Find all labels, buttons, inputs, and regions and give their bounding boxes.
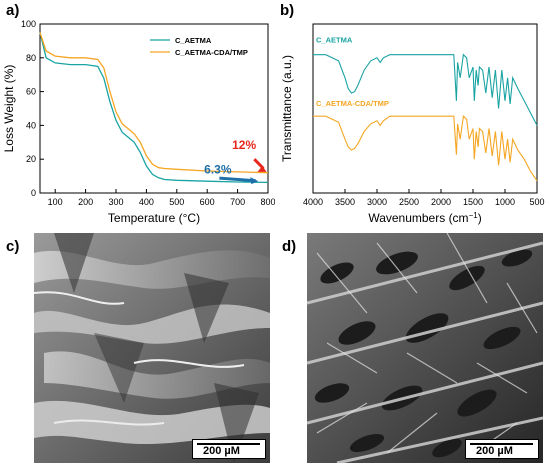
plot-frame: [312, 23, 538, 194]
series-line-1: [313, 53, 538, 126]
panel-label-d: d): [282, 238, 297, 255]
x-axis-label: Wavenumbers (cm−1): [368, 211, 481, 225]
scale-bar-line: [470, 443, 533, 445]
sem-texture-d: [307, 233, 543, 463]
annotation-cda-tmp: 12%: [232, 138, 256, 152]
y-tick-label: 100: [21, 19, 36, 29]
series-label-2: C_AETMA-CDA/TMP: [316, 99, 389, 108]
series-line-1: [39, 32, 269, 184]
y-tick-label: 60: [26, 87, 36, 97]
sem-image-c: 200 µM: [34, 233, 270, 463]
x-tick-label: 500: [529, 197, 544, 207]
annotation-c-aetma: 6.3%: [204, 163, 232, 177]
series-line-2: [313, 115, 538, 182]
sem-image-d: 200 µM: [307, 233, 543, 463]
annotation-arrowhead-cda-tmp: [257, 165, 267, 172]
plot-frame: [39, 23, 269, 194]
x-tick-label: 2500: [399, 197, 419, 207]
x-axis-label: Temperature (°C): [108, 211, 200, 225]
annotation-arrowhead-c-aetma: [250, 177, 259, 185]
y-tick-label: 0: [31, 188, 36, 198]
panel-label-a: a): [6, 2, 20, 19]
x-tick-label: 500: [169, 197, 184, 207]
series-label-1: C_AETMA: [316, 36, 353, 45]
panel-label-c: c): [6, 238, 20, 255]
legend-label-2: C_AETMA-CDA/TMP: [175, 48, 248, 57]
x-tick-label: 800: [260, 197, 275, 207]
x-tick-label: 3000: [367, 197, 387, 207]
x-tick-label: 300: [108, 197, 123, 207]
y-axis-label: Loss Weight (%): [2, 65, 16, 153]
legend-label-1: C_AETMA: [175, 36, 212, 45]
series-line-2: [39, 32, 269, 174]
x-tick-label: 2000: [431, 197, 451, 207]
scale-bar-label: 200 µM: [476, 445, 513, 457]
y-tick-label: 40: [26, 120, 36, 130]
ftir-chart: 4000 3500 3000 2500 2000 1500 1000 500 C_AETMA C_…: [280, 23, 545, 225]
x-tick-label: 4000: [303, 197, 323, 207]
scale-bar-label: 200 µM: [203, 445, 240, 457]
y-axis-label: Transmittance (a.u.): [280, 55, 294, 162]
x-tick-label: 600: [200, 197, 215, 207]
y-tick-label: 80: [26, 53, 36, 63]
x-tick-label: 700: [230, 197, 245, 207]
annotation-arrow-c-aetma: [219, 176, 256, 183]
y-tick-label: 20: [26, 154, 36, 164]
sem-texture-c: [34, 233, 270, 463]
x-tick-label: 1500: [463, 197, 483, 207]
x-tick-label: 200: [78, 197, 93, 207]
scale-bar-line: [197, 443, 260, 445]
panel-label-b: b): [280, 2, 295, 19]
x-tick-label: 1000: [495, 197, 515, 207]
x-tick-label: 100: [48, 197, 63, 207]
x-tick-label: 400: [139, 197, 154, 207]
x-tick-label: 3500: [335, 197, 355, 207]
scale-bar-d: 200 µM: [465, 439, 539, 459]
scale-bar-c: 200 µM: [192, 439, 266, 459]
tga-chart: 100 200 300 400 500 600 700 800 0 20 40 60 80 100 C_AE…: [2, 19, 275, 225]
